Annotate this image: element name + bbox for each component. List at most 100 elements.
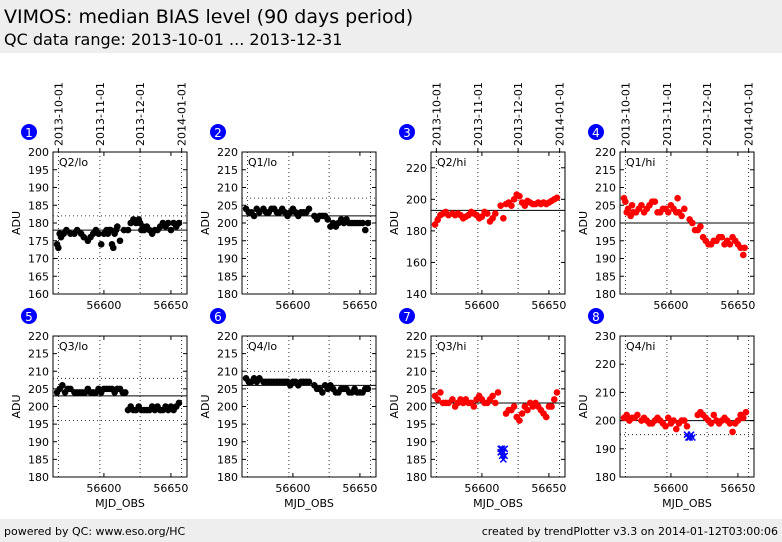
data-point bbox=[124, 226, 132, 234]
y-tick-label: 180 bbox=[595, 288, 616, 301]
data-point bbox=[638, 201, 645, 209]
y-axis-label: ADU bbox=[10, 211, 23, 235]
plot-area bbox=[430, 151, 566, 295]
data-point bbox=[674, 194, 681, 202]
data-point bbox=[114, 223, 121, 230]
data-point bbox=[553, 194, 561, 202]
y-tick-label: 200 bbox=[595, 415, 616, 428]
y-axis-label: ADU bbox=[388, 211, 401, 235]
y-tick-label: 175 bbox=[28, 235, 49, 248]
y-tick-label: 220 bbox=[406, 162, 427, 175]
data-point bbox=[548, 403, 555, 410]
y-tick-label: 190 bbox=[406, 436, 427, 449]
chart-panel-4: 180 185 190 195 200 205 210 215 220 56600 56650 201… bbox=[577, 82, 756, 312]
y-tick-label: 215 bbox=[28, 348, 49, 361]
chart-panel-8: 180 190 200 210 220 230 56600 56650 ADU MJD_OBS Q4… bbox=[577, 308, 755, 510]
date-tick-label: 2013-10-01 bbox=[619, 82, 632, 146]
panel-badge bbox=[210, 308, 226, 324]
data-point bbox=[697, 223, 704, 230]
panel-badge-number: 8 bbox=[592, 310, 600, 324]
y-axis-label: ADU bbox=[10, 394, 23, 418]
x-tick-label: 56600 bbox=[464, 299, 499, 312]
y-tick-label: 185 bbox=[595, 270, 616, 283]
date-tick-label: 2013-11-01 bbox=[94, 82, 107, 146]
x-tick-label: 56650 bbox=[153, 482, 188, 495]
panel-label: Q1/hi bbox=[626, 156, 655, 169]
y-tick-label: 195 bbox=[217, 235, 238, 248]
data-point bbox=[175, 399, 183, 407]
data-point bbox=[95, 230, 102, 237]
date-tick-label: 2013-10-01 bbox=[52, 82, 65, 146]
data-point bbox=[681, 417, 688, 424]
y-tick-label: 170 bbox=[28, 253, 49, 266]
y-tick-label: 185 bbox=[217, 453, 238, 466]
data-point bbox=[516, 192, 523, 200]
y-tick-label: 180 bbox=[595, 471, 616, 484]
data-point bbox=[55, 244, 62, 252]
y-tick-label: 215 bbox=[217, 348, 238, 361]
data-point bbox=[622, 198, 629, 205]
data-point bbox=[707, 420, 715, 427]
y-tick-label: 185 bbox=[28, 453, 49, 466]
y-tick-label: 165 bbox=[28, 270, 49, 283]
x-axis-label: MJD_OBS bbox=[284, 497, 334, 510]
footer-credit[interactable]: powered by QC: www.eso.org/HC bbox=[4, 525, 186, 538]
y-tick-label: 210 bbox=[406, 365, 427, 378]
y-tick-label: 200 bbox=[28, 146, 49, 159]
y-tick-label: 205 bbox=[406, 383, 427, 396]
panel-badge bbox=[399, 308, 415, 324]
data-point bbox=[681, 205, 688, 213]
panel-badge bbox=[588, 124, 604, 140]
panel-badge bbox=[399, 124, 415, 140]
y-axis-label: ADU bbox=[577, 394, 590, 418]
data-point bbox=[623, 411, 630, 419]
y-tick-label: 205 bbox=[28, 383, 49, 396]
data-point bbox=[550, 396, 558, 403]
data-point bbox=[470, 403, 478, 410]
data-point bbox=[434, 396, 442, 403]
page-title: VIMOS: median BIAS level (90 days period… bbox=[4, 6, 414, 28]
y-tick-label: 195 bbox=[217, 418, 238, 431]
data-point bbox=[726, 241, 734, 248]
data-point bbox=[729, 428, 736, 436]
y-tick-label: 180 bbox=[406, 471, 427, 484]
y-tick-label: 190 bbox=[217, 436, 238, 449]
y-tick-label: 195 bbox=[595, 235, 616, 248]
data-point bbox=[305, 205, 313, 213]
x-tick-label: 56650 bbox=[342, 299, 377, 312]
footer-bar: powered by QC: www.eso.org/HC created by… bbox=[0, 519, 782, 542]
date-tick-label: 2013-11-01 bbox=[472, 82, 485, 146]
data-point bbox=[510, 403, 518, 410]
data-point bbox=[739, 414, 747, 422]
y-tick-label: 215 bbox=[217, 164, 238, 177]
panel-badge-number: 1 bbox=[25, 126, 33, 140]
y-tick-label: 190 bbox=[217, 253, 238, 266]
data-point bbox=[518, 410, 526, 417]
data-point bbox=[678, 212, 685, 220]
data-point bbox=[742, 408, 750, 416]
x-tick-label: 56600 bbox=[653, 482, 688, 495]
data-point bbox=[524, 406, 531, 414]
panel-label: Q4/hi bbox=[626, 340, 655, 353]
panel-badge-number: 6 bbox=[214, 310, 222, 324]
y-tick-label: 205 bbox=[217, 199, 238, 212]
data-point bbox=[437, 389, 444, 396]
x-tick-label: 56650 bbox=[531, 299, 566, 312]
date-tick-label: 2013-10-01 bbox=[430, 82, 443, 146]
x-tick-label: 56650 bbox=[531, 482, 566, 495]
x-tick-label: 56650 bbox=[720, 299, 755, 312]
y-tick-label: 200 bbox=[217, 401, 238, 414]
y-tick-label: 210 bbox=[28, 365, 49, 378]
data-point bbox=[319, 389, 326, 396]
date-tick-label: 2013-12-01 bbox=[134, 82, 147, 146]
x-tick-label: 56650 bbox=[342, 482, 377, 495]
page-subtitle: QC data range: 2013-10-01 ... 2013-12-31 bbox=[4, 30, 343, 49]
y-tick-label: 180 bbox=[28, 217, 49, 230]
data-point bbox=[175, 219, 183, 227]
data-point bbox=[483, 210, 491, 217]
data-point bbox=[359, 219, 366, 227]
y-tick-label: 185 bbox=[217, 270, 238, 283]
panel-badge-number: 7 bbox=[403, 310, 411, 324]
data-point bbox=[361, 226, 369, 234]
y-tick-label: 220 bbox=[595, 358, 616, 371]
